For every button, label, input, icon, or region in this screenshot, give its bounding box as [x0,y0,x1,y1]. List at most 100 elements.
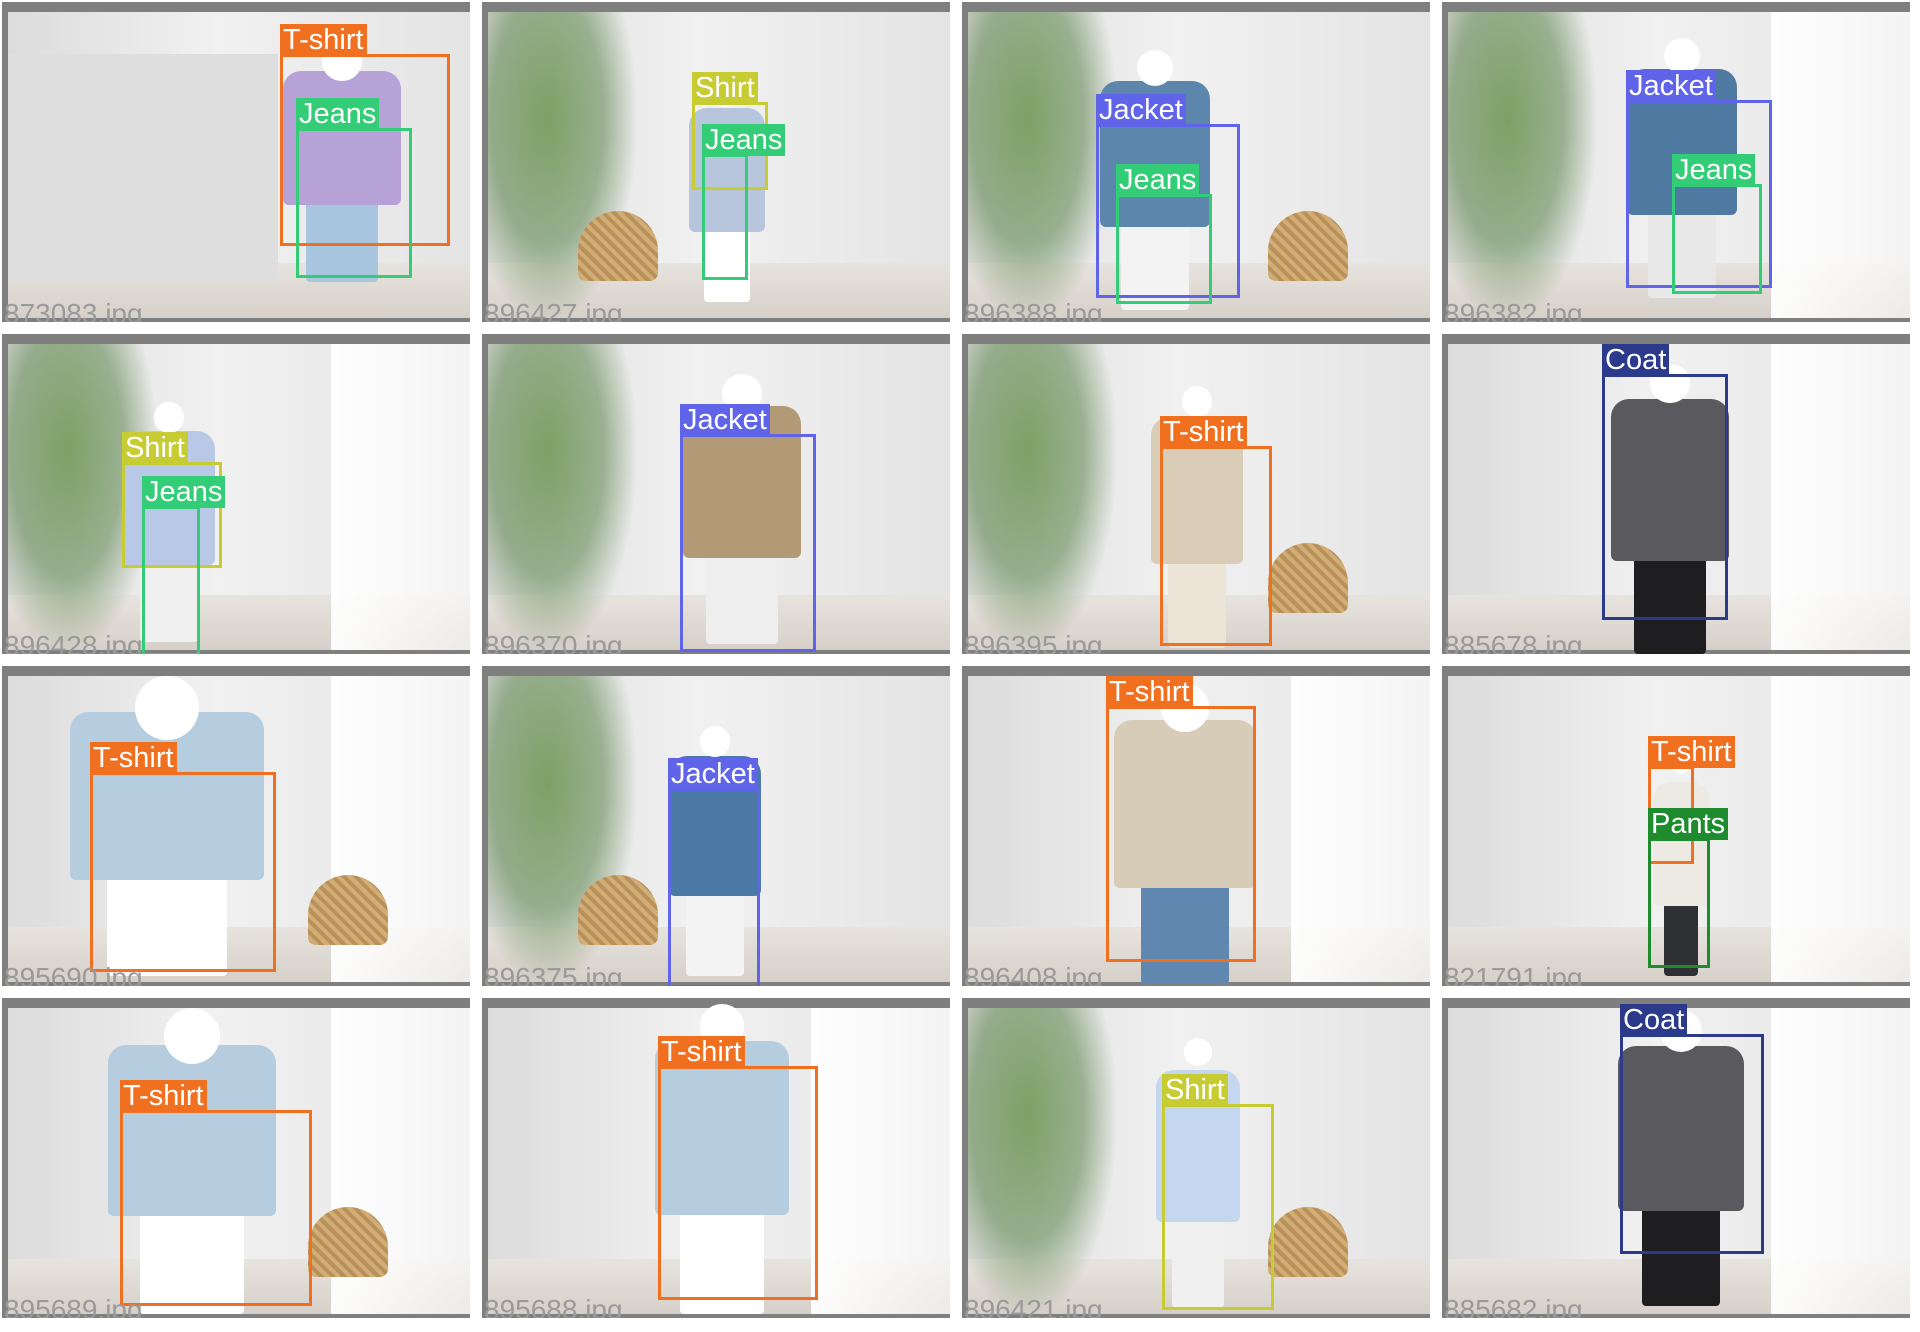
class-label: Coat [1602,344,1670,376]
face-blur [699,726,731,757]
garment-bottom [1121,216,1189,310]
padding-area [8,54,278,282]
garment-top [283,70,401,206]
wicker-chair [578,211,658,282]
filename-label: 896395.jpg [964,630,1103,656]
face-blur [164,1008,220,1064]
garment-bottom [1168,553,1226,648]
class-label: Jacket [1096,94,1186,126]
filename-label: 896382.jpg [1444,298,1583,324]
garment-bottom [140,555,198,642]
plant [968,344,1116,650]
garment-bottom [703,222,751,302]
image-tile: T-shirt 896395.jpg [960,332,1432,656]
wicker-chair [1268,543,1348,614]
window-curtain [1771,12,1910,318]
image-tile: T-shirt 895689.jpg [0,996,472,1320]
face-blur [1136,50,1174,87]
filename-label: 896375.jpg [484,962,623,988]
garment-bottom [686,886,744,976]
window-curtain [1771,1008,1910,1314]
bounding-box [1672,184,1762,294]
image-tile: Shirt 896421.jpg [960,996,1432,1320]
person-figure [272,42,412,282]
class-label: Jacket [1626,70,1716,102]
filename-label: 885682.jpg [1444,1294,1583,1320]
garment-top [108,1044,276,1217]
image-tile: Jacket 896370.jpg [480,332,952,656]
garment-bottom [1663,896,1699,976]
person-figure [642,1004,802,1314]
image-tile: Jacket Jeans 896382.jpg [1440,0,1912,324]
class-label: Jeans [142,476,226,508]
garment-bottom [107,868,227,976]
class-label: T-shirt [658,1036,745,1068]
filename-label: 896428.jpg [4,630,143,656]
bounding-box [90,772,276,972]
bounding-box [1620,1034,1764,1254]
window-curtain [1771,344,1910,650]
filename-label: 896421.jpg [964,1294,1103,1320]
photo [1448,12,1910,318]
plant [1448,12,1596,318]
filename-label: 873083.jpg [4,298,143,324]
garment-top [1113,720,1257,888]
bounding-box [120,1110,312,1306]
filename-label: 896370.jpg [484,630,623,656]
class-label: T-shirt [1160,416,1247,448]
class-label: Jeans [1116,164,1200,196]
bounding-box [296,128,412,278]
filename-label: 895689.jpg [4,1294,143,1320]
class-label: Shirt [122,432,188,464]
class-label: Jacket [668,758,758,790]
window-curtain [811,1008,950,1314]
wicker-chair [1268,211,1348,282]
garment-bottom [140,1203,244,1314]
garment-top [654,1041,790,1215]
filename-label: 885678.jpg [1444,630,1583,656]
face-blur [1184,1038,1212,1066]
garment-bottom [1140,876,1230,984]
filename-label: 896388.jpg [964,298,1103,324]
image-tile: T-shirt Jeans 873083.jpg [0,0,472,324]
image-tile: Jacket 896375.jpg [480,664,952,988]
image-tile: T-shirt 896408.jpg [960,664,1432,988]
image-tile: T-shirt 895688.jpg [480,996,952,1320]
window-curtain [1771,676,1910,982]
filename-label: 896408.jpg [964,962,1103,988]
class-label: Pants [1648,808,1729,840]
image-tile: Jacket Jeans 896388.jpg [960,0,1432,324]
wicker-chair [578,875,658,946]
bounding-box [1106,706,1256,962]
window-curtain [331,344,470,650]
plant [488,344,636,650]
image-tile: Shirt Jeans 896427.jpg [480,0,952,324]
filename-label: 895688.jpg [484,1294,623,1320]
class-label: T-shirt [1648,736,1735,768]
wicker-chair [308,1207,388,1278]
class-label: Jeans [1672,154,1756,186]
class-label: T-shirt [120,1080,207,1112]
image-tile: T-shirt Pants 821791.jpg [1440,664,1912,988]
garment-top [1611,398,1729,562]
filename-label: 896427.jpg [484,298,623,324]
face-blur [153,402,185,433]
bounding-box [1116,194,1212,304]
class-label: T-shirt [90,742,177,774]
photo [8,344,470,650]
class-label: Jeans [296,98,380,130]
person-figure [92,1008,292,1314]
face-blur [1663,38,1701,75]
wicker-chair [308,875,388,946]
plant [968,12,1116,318]
garment-top [1618,1045,1744,1212]
bounding-box [702,154,748,280]
garment-bottom [305,195,379,282]
class-label: Jeans [702,124,786,156]
person-figure [1648,756,1714,976]
class-label: T-shirt [280,24,367,56]
bounding-box [668,788,760,986]
face-blur [134,676,200,741]
garment-bottom [680,1202,764,1314]
